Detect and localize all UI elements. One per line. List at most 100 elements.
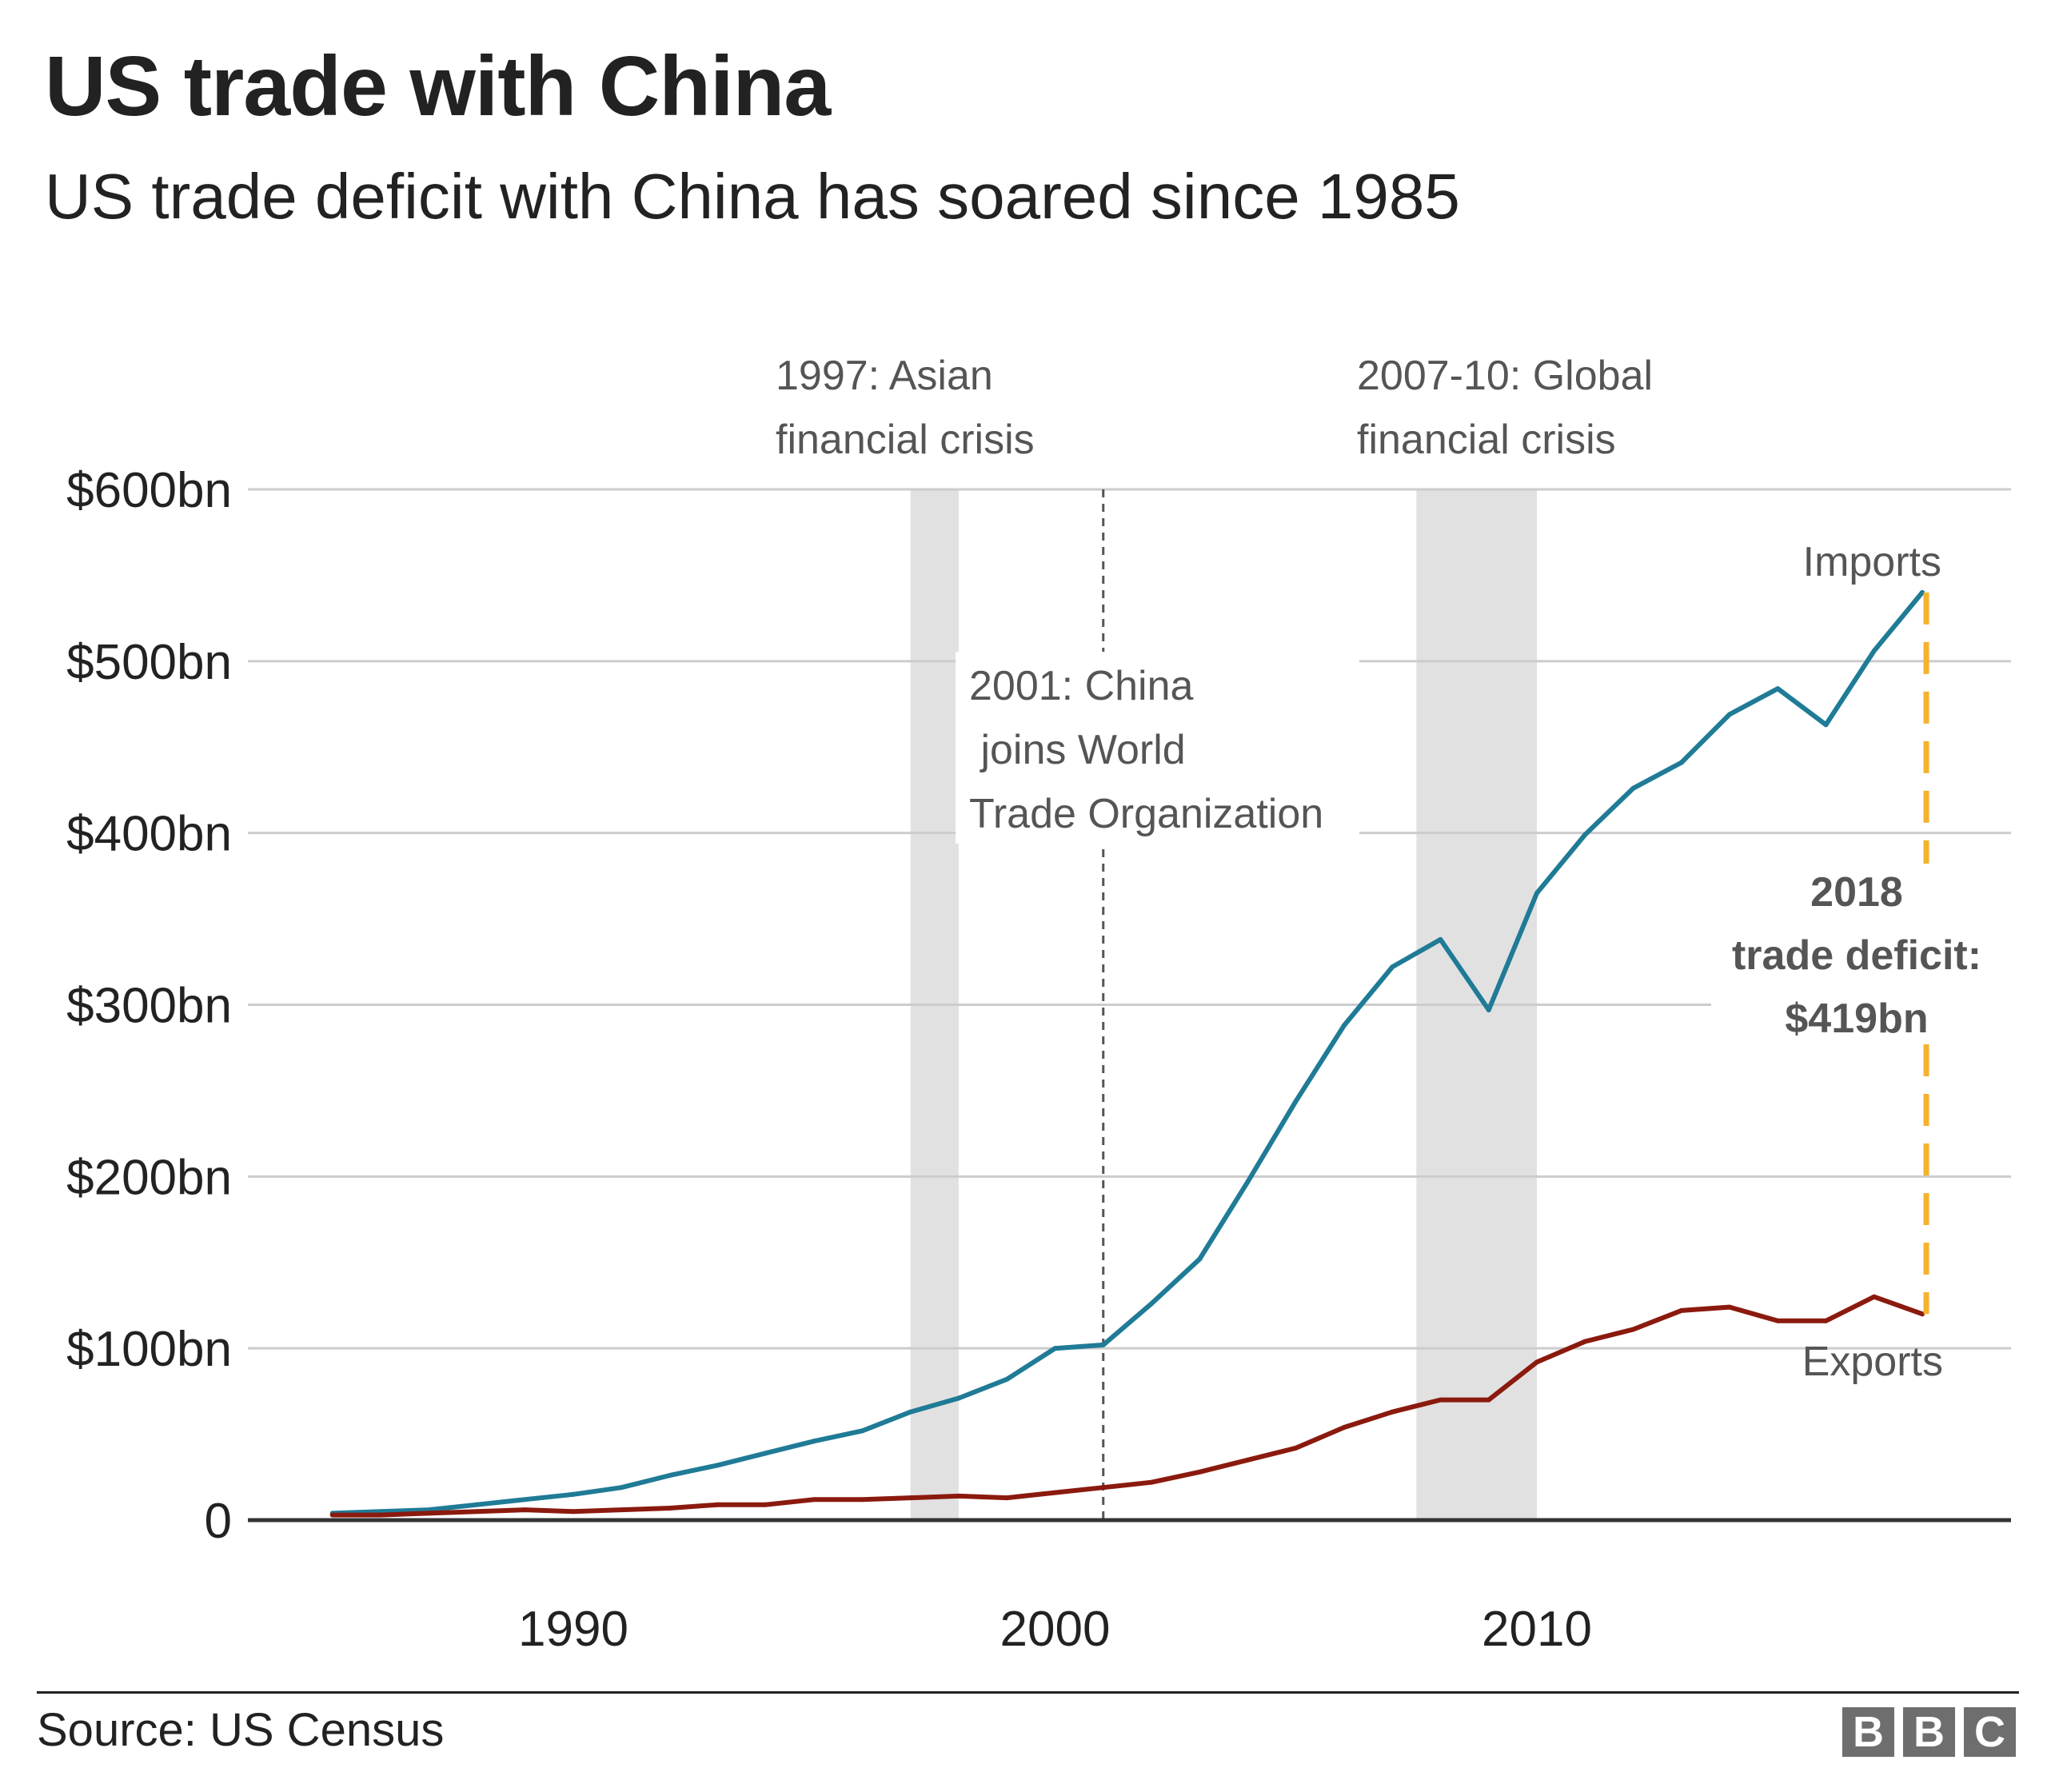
- data-point-imports: [522, 1497, 528, 1503]
- y-tick-label: $600bn: [66, 463, 232, 518]
- data-point-imports: [1052, 1346, 1058, 1351]
- deficit-label: 2018 trade deficit: $419bn: [1732, 869, 1981, 1042]
- data-point-exports: [908, 1495, 913, 1501]
- source-note: Source: US Census: [37, 1704, 445, 1756]
- series-lines: [248, 589, 2011, 1523]
- data-point-imports: [1293, 1098, 1299, 1104]
- y-tick-label: $500bn: [66, 635, 232, 690]
- data-point-exports: [715, 1502, 720, 1507]
- data-point-exports: [812, 1497, 817, 1503]
- data-point-imports: [1678, 760, 1684, 765]
- deficit-label-line: $419bn: [1785, 996, 1928, 1042]
- data-point-imports: [715, 1463, 720, 1468]
- data-point-exports: [1871, 1294, 1877, 1299]
- data-point-exports: [1582, 1339, 1588, 1344]
- series-line-exports: [329, 1294, 1925, 1518]
- data-point-imports: [1871, 648, 1877, 653]
- y-tick-label: $100bn: [66, 1322, 232, 1377]
- y-tick-label: $400bn: [66, 807, 232, 862]
- y-tick-label: 0: [205, 1494, 232, 1549]
- y-tick-label: $200bn: [66, 1150, 232, 1205]
- data-point-exports: [1678, 1307, 1684, 1313]
- data-point-exports: [1630, 1327, 1636, 1332]
- data-point-exports: [1004, 1495, 1010, 1501]
- y-axis-labels: 0 $100bn $200bn $300bn $400bn $500bn $600bn: [66, 463, 232, 1549]
- data-point-imports: [860, 1428, 865, 1434]
- data-point-imports: [1823, 722, 1829, 728]
- data-point-exports: [1245, 1457, 1251, 1463]
- shaded-period-label: 1997: Asian financial crisis: [776, 353, 1035, 463]
- data-point-exports: [1052, 1490, 1058, 1495]
- shaded-period-labels: 1997: Asian financial crisis 2007-10: Glob…: [776, 353, 1653, 463]
- data-point-exports: [1727, 1304, 1732, 1310]
- x-tick-label: 1990: [518, 1602, 628, 1657]
- x-tick-label: 2000: [1000, 1602, 1111, 1657]
- event-label-line: joins World: [969, 727, 1186, 773]
- deficit-annotation: 2018 trade deficit: $419bn: [1711, 592, 2015, 1315]
- data-point-exports: [1534, 1359, 1539, 1365]
- data-point-imports: [812, 1439, 817, 1444]
- x-tick-label: 2010: [1482, 1602, 1592, 1657]
- bbc-logo-letter: B: [1903, 1707, 1955, 1757]
- data-point-imports: [474, 1502, 480, 1507]
- event-label-line: 2001: China: [969, 663, 1194, 709]
- shaded-period-label: 2007-10: Global financial crisis: [1357, 353, 1653, 463]
- deficit-label-line: trade deficit:: [1732, 932, 1981, 979]
- data-point-imports: [1438, 936, 1443, 942]
- deficit-label-line: 2018: [1810, 869, 1903, 916]
- event-label-backdrop: [956, 652, 1359, 844]
- bbc-logo-letter: C: [1964, 1707, 2016, 1757]
- data-point-exports: [426, 1511, 432, 1516]
- data-point-imports: [1004, 1376, 1010, 1382]
- data-point-imports: [1582, 832, 1588, 837]
- chart-title: US trade with China: [45, 39, 831, 134]
- event-label: 2001: China joins World Trade Organizatio…: [969, 663, 1323, 837]
- data-point-exports: [667, 1505, 672, 1511]
- data-point-exports: [956, 1493, 961, 1499]
- bbc-logo-letter: B: [1842, 1707, 1894, 1757]
- data-point-exports: [860, 1497, 865, 1503]
- data-point-imports: [1775, 686, 1781, 692]
- data-point-imports: [1630, 785, 1636, 791]
- data-point-imports: [908, 1409, 913, 1415]
- series-label-imports: Imports: [1803, 539, 1941, 585]
- x-axis-labels: 1990 2000 2010: [518, 1602, 1592, 1657]
- data-point-exports: [1293, 1445, 1299, 1451]
- chart-subtitle: US trade deficit with China has soared s…: [45, 161, 1460, 232]
- data-point-exports: [329, 1512, 335, 1518]
- line-chart: 0 $100bn $200bn $300bn $400bn $500bn $600bn 19…: [66, 353, 2015, 1657]
- series-line-imports: [329, 589, 1925, 1516]
- data-point-imports: [956, 1395, 961, 1401]
- data-point-imports: [1534, 890, 1539, 896]
- data-point-exports: [764, 1502, 768, 1507]
- data-point-imports: [1100, 1342, 1106, 1347]
- data-point-imports: [1342, 1023, 1347, 1028]
- data-point-exports: [474, 1509, 480, 1515]
- data-point-exports: [1775, 1318, 1781, 1323]
- data-point-imports: [667, 1473, 672, 1479]
- data-point-exports: [1823, 1318, 1829, 1323]
- footer-divider: [37, 1691, 2019, 1694]
- data-point-imports: [1727, 712, 1732, 717]
- data-point-imports: [1486, 1007, 1491, 1012]
- data-point-exports: [522, 1507, 528, 1513]
- event-label-line: Trade Organization: [969, 791, 1323, 837]
- data-point-imports: [571, 1491, 576, 1497]
- series-labels: Imports Exports: [1802, 539, 1943, 1385]
- data-point-exports: [1438, 1397, 1443, 1403]
- data-point-exports: [1486, 1397, 1491, 1403]
- data-point-exports: [1100, 1485, 1106, 1491]
- data-point-imports: [764, 1451, 768, 1456]
- bbc-logo: B B C: [1842, 1707, 2016, 1757]
- shaded-period-label-line: 2007-10: Global: [1357, 353, 1653, 399]
- series-label-exports: Exports: [1802, 1339, 1943, 1385]
- data-point-imports: [619, 1485, 624, 1491]
- y-tick-label: $300bn: [66, 979, 232, 1034]
- deficit-label-backdrop: [1711, 865, 2015, 1043]
- shaded-period-label-line: financial crisis: [1357, 417, 1616, 463]
- data-point-imports: [1245, 1179, 1251, 1184]
- shaded-period-label-line: financial crisis: [776, 417, 1035, 463]
- data-point-exports: [619, 1507, 624, 1513]
- data-point-exports: [1342, 1424, 1347, 1430]
- data-point-imports: [1390, 964, 1395, 970]
